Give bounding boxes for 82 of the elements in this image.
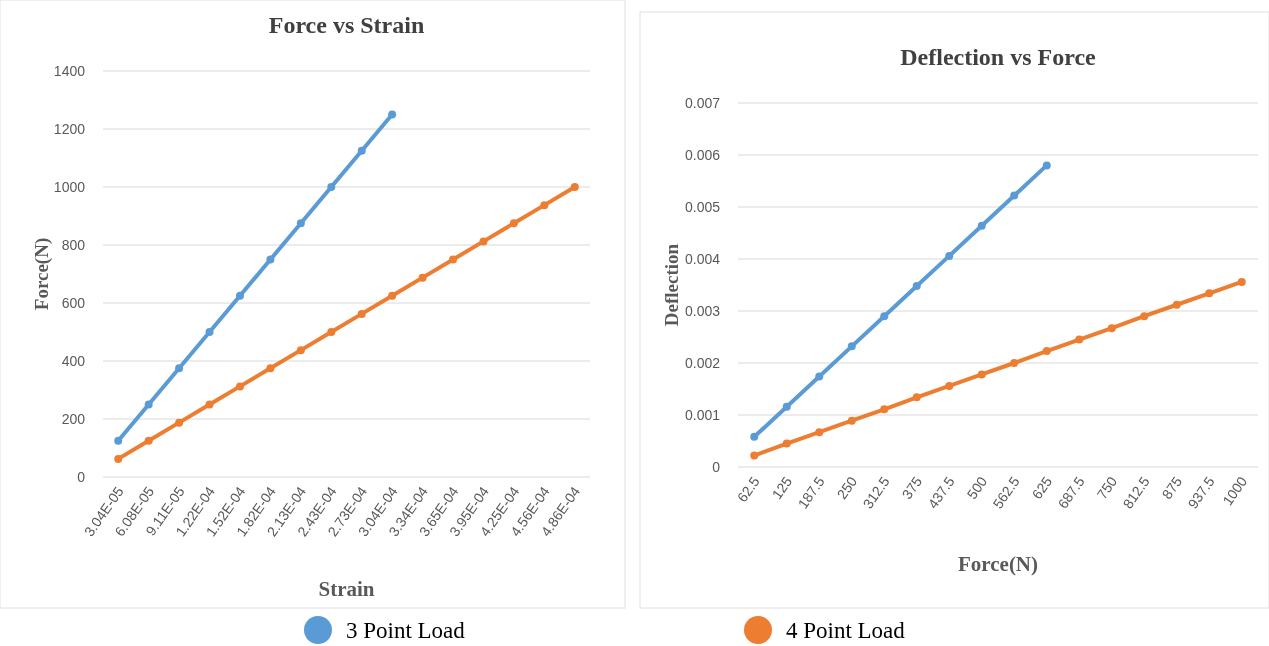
y-tick-label: 0.005 xyxy=(684,199,721,215)
point xyxy=(880,405,889,414)
point xyxy=(357,146,366,155)
point xyxy=(114,454,123,463)
point xyxy=(327,183,336,191)
point xyxy=(1010,359,1019,367)
point xyxy=(1010,191,1019,200)
y-axis-title: Deflection xyxy=(661,243,682,327)
legend-label: 3 Point Load xyxy=(346,618,466,643)
point xyxy=(750,451,759,460)
point xyxy=(847,416,856,425)
point xyxy=(114,436,123,445)
x-tick-label: 875 xyxy=(1158,473,1186,502)
point xyxy=(1140,312,1149,321)
point xyxy=(175,418,184,427)
y-tick-label: 0 xyxy=(712,459,721,475)
point xyxy=(235,291,244,300)
point xyxy=(449,255,458,264)
point xyxy=(296,346,305,355)
y-tick-label: 400 xyxy=(61,353,86,369)
point xyxy=(357,309,366,318)
y-tick-label: 0 xyxy=(77,469,86,485)
point xyxy=(815,428,824,437)
point xyxy=(235,382,244,391)
point xyxy=(296,219,305,228)
y-tick-label: 800 xyxy=(61,237,86,253)
point xyxy=(912,393,921,402)
point xyxy=(1107,324,1116,333)
y-tick-label: 1000 xyxy=(53,179,86,195)
point xyxy=(1172,300,1181,309)
x-tick-label: 625 xyxy=(1028,473,1056,502)
y-tick-label: 0.006 xyxy=(684,147,721,163)
x-axis-title: Force(N) xyxy=(957,552,1039,576)
y-tick-label: 600 xyxy=(61,295,86,311)
x-tick-label: 500 xyxy=(963,473,991,502)
x-tick-label: 375 xyxy=(898,473,926,502)
point xyxy=(782,439,791,448)
point xyxy=(144,400,153,409)
point xyxy=(418,273,427,282)
x-tick-label: 750 xyxy=(1093,473,1121,502)
point xyxy=(388,291,397,300)
point xyxy=(388,110,397,119)
point xyxy=(1205,289,1214,298)
point xyxy=(1237,277,1246,286)
point xyxy=(847,342,856,351)
x-tick-label: 250 xyxy=(833,473,861,502)
y-tick-label: 0.001 xyxy=(684,407,721,423)
point xyxy=(977,221,986,230)
point xyxy=(1042,161,1051,170)
chart-title: Force vs Strain xyxy=(268,12,425,38)
point xyxy=(175,364,184,373)
point xyxy=(144,436,153,445)
point xyxy=(509,219,518,228)
point xyxy=(570,183,579,191)
point xyxy=(977,370,986,379)
y-axis-title: Force(N) xyxy=(31,237,53,311)
point xyxy=(266,364,275,373)
point xyxy=(945,381,954,390)
legend-label: 4 Point Load xyxy=(786,618,906,643)
y-tick-label: 0.007 xyxy=(684,95,721,111)
point xyxy=(815,372,824,381)
y-tick-label: 1200 xyxy=(53,121,86,137)
x-axis-title: Strain xyxy=(318,577,375,601)
point xyxy=(880,312,889,321)
point xyxy=(540,201,549,210)
point xyxy=(750,432,759,441)
point xyxy=(205,328,214,336)
y-tick-label: 200 xyxy=(61,411,86,427)
y-tick-label: 1400 xyxy=(53,63,86,79)
point xyxy=(205,400,214,409)
point xyxy=(327,328,336,336)
point xyxy=(945,251,954,260)
point xyxy=(1042,347,1051,356)
point xyxy=(266,255,275,264)
point xyxy=(912,282,921,291)
point xyxy=(1075,335,1084,344)
chart-title: Deflection vs Force xyxy=(900,44,1097,70)
y-tick-label: 0.004 xyxy=(684,251,721,267)
y-tick-label: 0.003 xyxy=(684,303,721,319)
y-tick-label: 0.002 xyxy=(684,355,721,371)
point xyxy=(479,237,488,246)
point xyxy=(782,402,791,411)
